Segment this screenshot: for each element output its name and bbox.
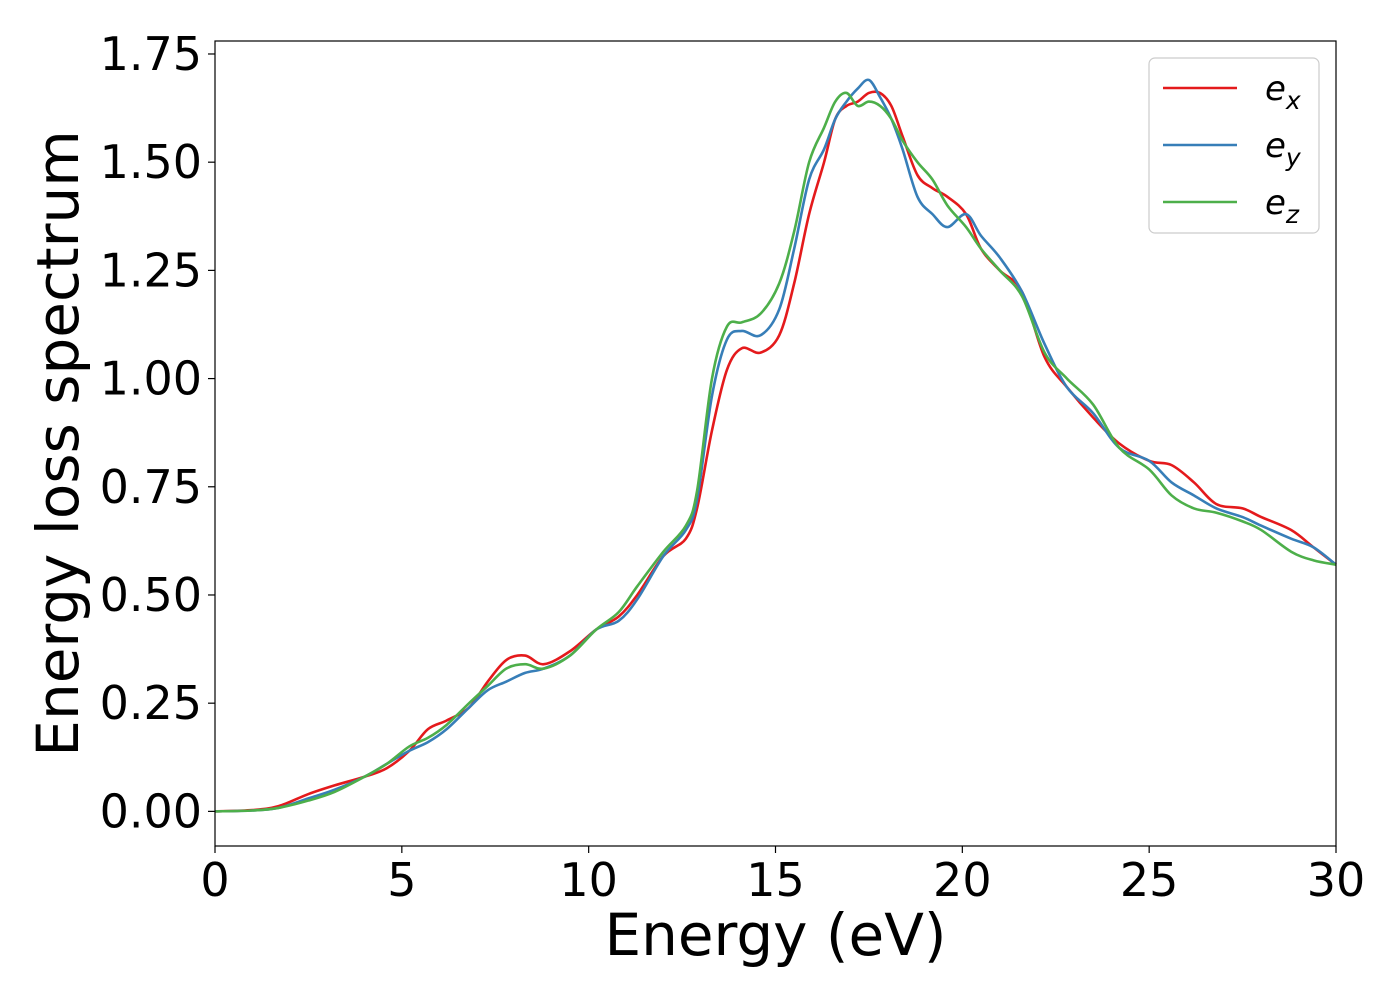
legend-label-subscript: y — [1285, 143, 1302, 172]
y-tick-label: 0.50 — [100, 568, 202, 622]
x-tick-label: 15 — [746, 853, 805, 907]
y-tick-label: 1.00 — [100, 352, 202, 406]
x-tick-label: 25 — [1120, 853, 1179, 907]
x-tick-label: 5 — [387, 853, 416, 907]
y-tick-label: 0.75 — [100, 460, 202, 514]
legend-label-subscript: x — [1285, 86, 1301, 115]
y-tick-label: 1.25 — [100, 243, 202, 297]
series-layer — [214, 78, 1337, 813]
x-axis: 0 5 10 15 20 25 30 — [200, 846, 1365, 907]
x-tick-label: 30 — [1307, 853, 1366, 907]
legend-label-ex: ex — [1265, 69, 1301, 115]
legend-label-subscript: z — [1285, 200, 1300, 229]
legend-label-base: e — [1265, 69, 1286, 109]
x-tick-label: 0 — [200, 853, 229, 907]
legend-label-ez: ez — [1265, 183, 1300, 229]
series-line-ey — [214, 78, 1337, 813]
y-tick-label: 1.75 — [100, 27, 202, 81]
y-axis: 0.00 0.25 0.50 0.75 1.00 1.25 1.50 1.75 — [100, 27, 215, 838]
x-axis-title: Energy (eV) — [604, 901, 946, 969]
y-tick-label: 0.25 — [100, 676, 202, 730]
legend-label-base: e — [1265, 183, 1286, 223]
y-tick-label: 0.00 — [100, 784, 202, 838]
x-tick-label: 10 — [559, 853, 618, 907]
series-line-ez — [214, 91, 1337, 813]
x-tick-label: 20 — [933, 853, 992, 907]
y-axis-title: Energy loss spectrum — [24, 130, 92, 756]
legend-label-base: e — [1265, 126, 1286, 166]
y-tick-label: 1.50 — [100, 135, 202, 189]
legend-label-ey: ey — [1265, 126, 1302, 172]
